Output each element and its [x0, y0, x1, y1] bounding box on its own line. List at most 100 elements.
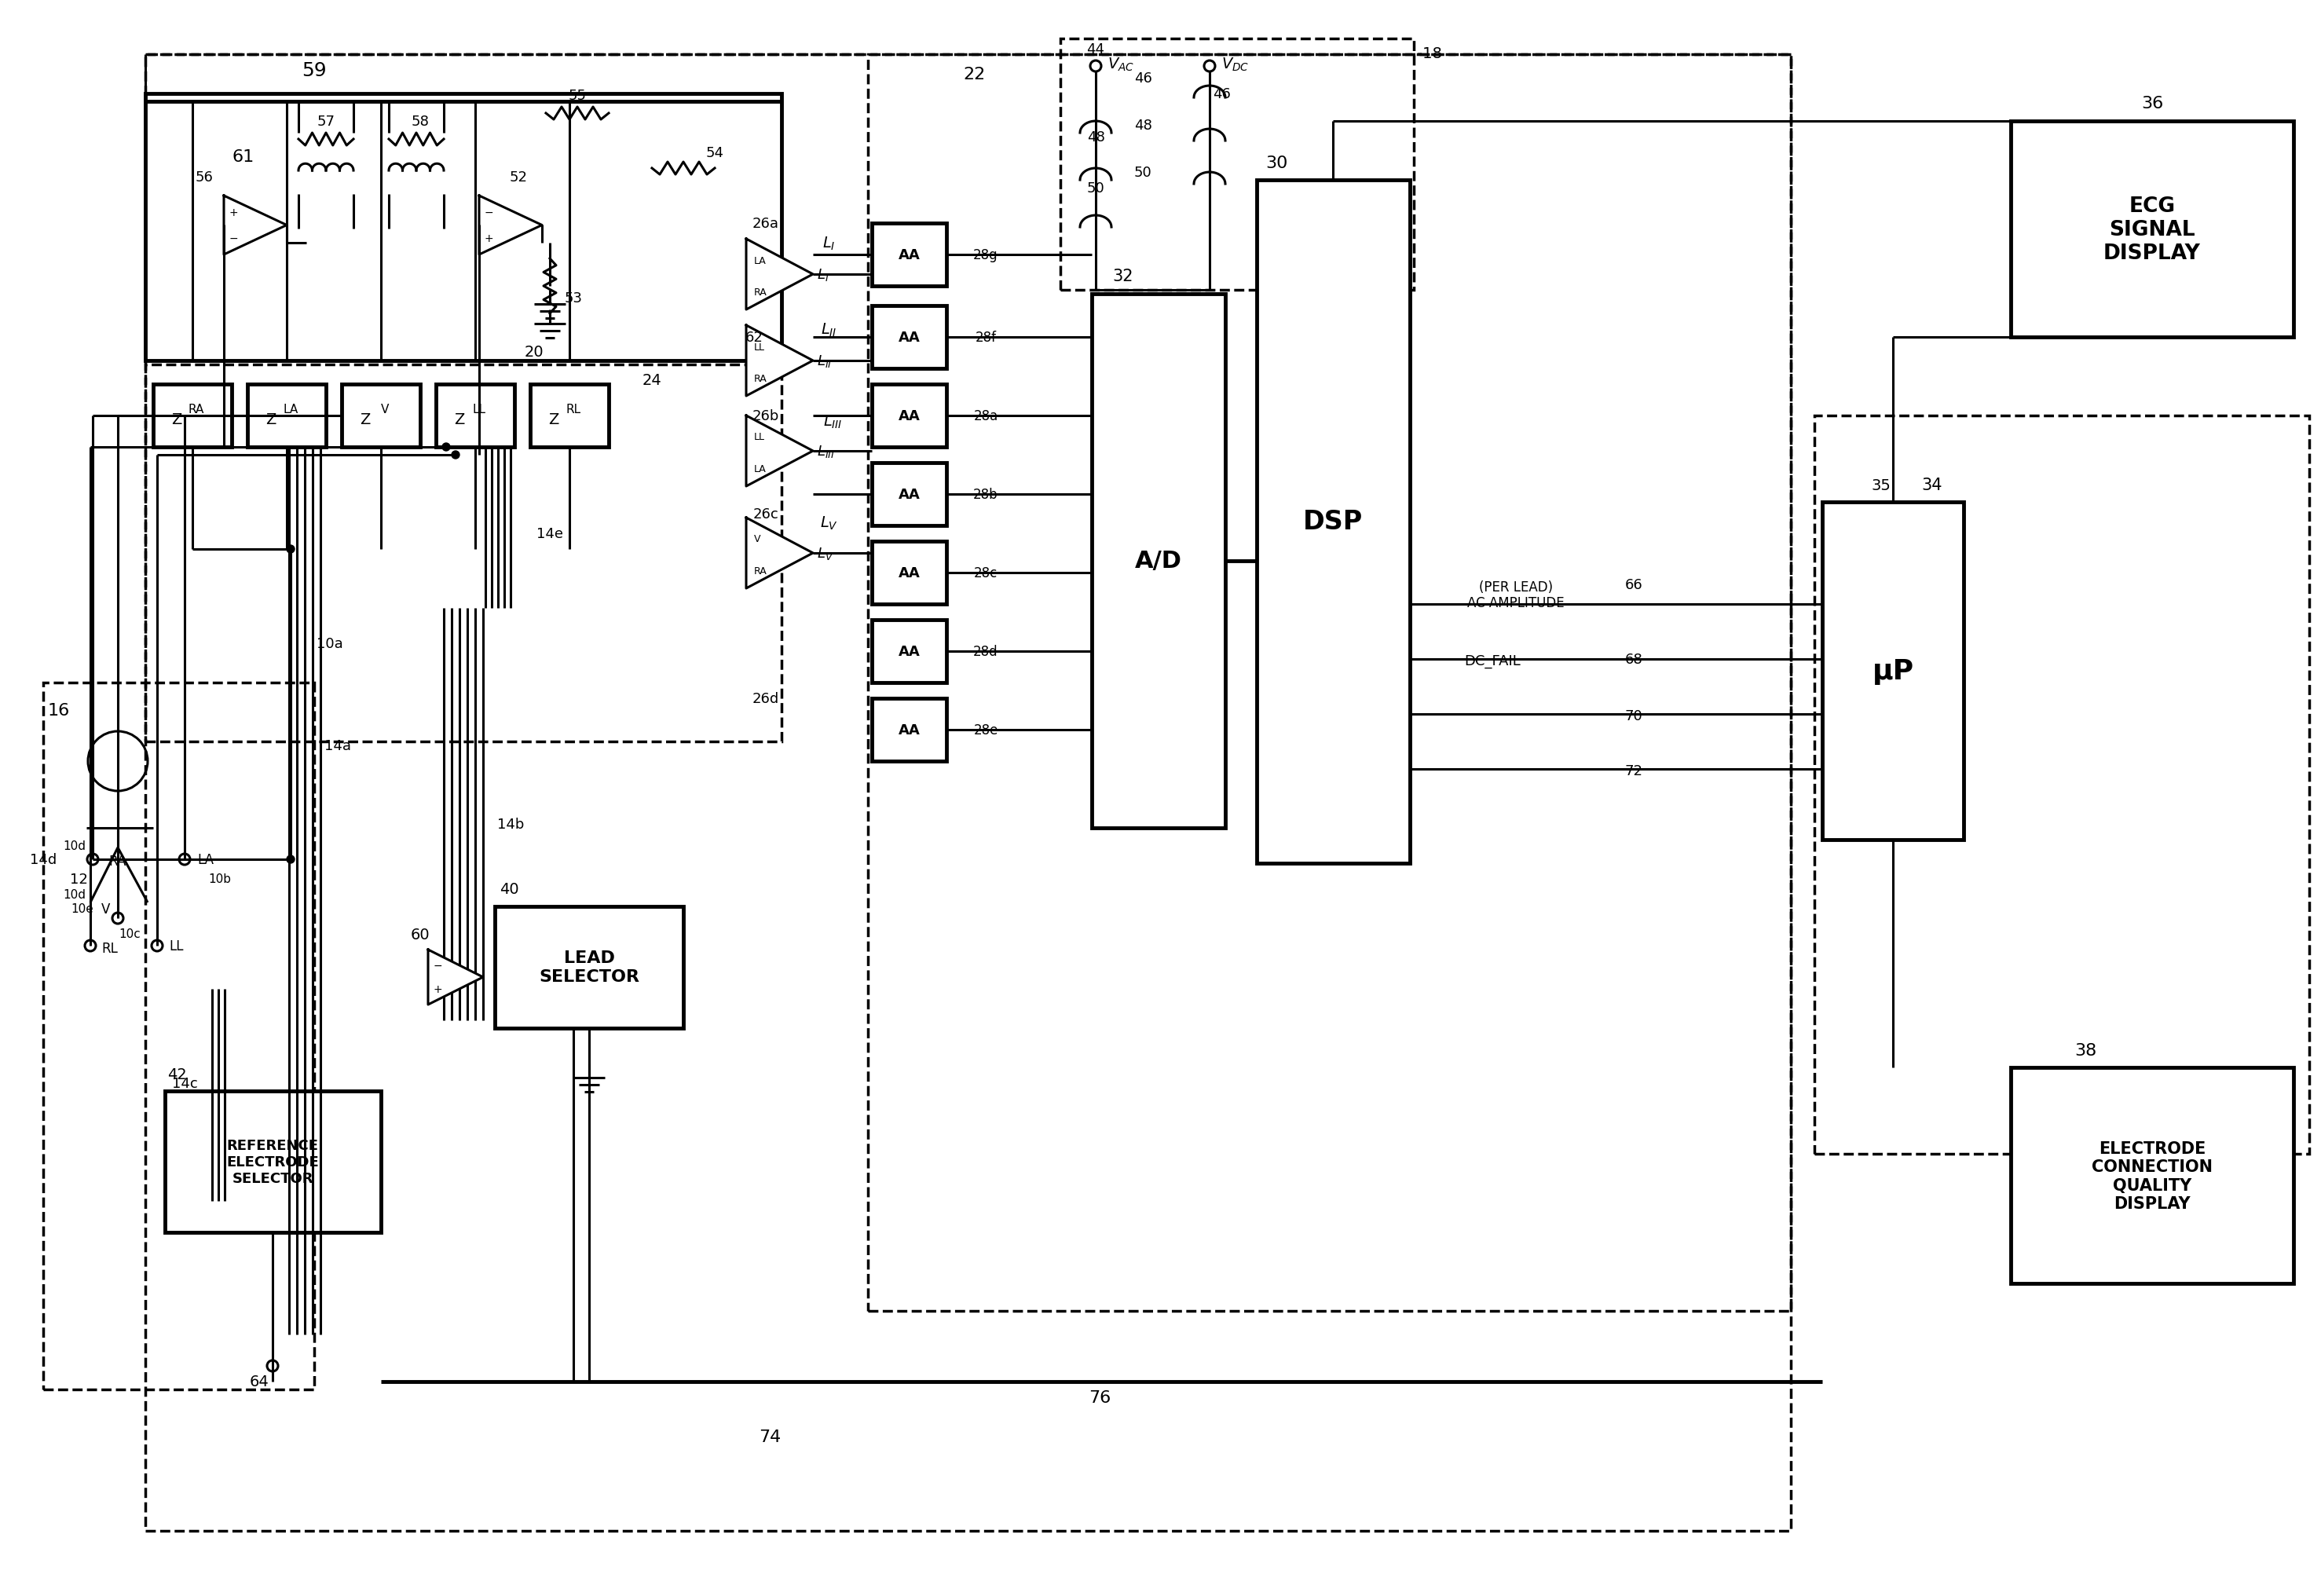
- Text: LL: LL: [754, 433, 766, 442]
- Bar: [868, 54, 1792, 1310]
- Text: 14a: 14a: [325, 739, 350, 753]
- Bar: [153, 385, 232, 447]
- Bar: [873, 621, 947, 683]
- Text: 64: 64: [248, 1374, 269, 1389]
- Bar: [1091, 294, 1225, 828]
- Circle shape: [453, 452, 460, 460]
- Polygon shape: [478, 196, 543, 255]
- Text: AA: AA: [898, 723, 919, 737]
- Text: RL: RL: [566, 404, 580, 415]
- Text: Z: Z: [548, 412, 559, 428]
- Text: 34: 34: [1922, 477, 1943, 493]
- Text: LEAD
SELECTOR: LEAD SELECTOR: [538, 950, 638, 985]
- Text: 38: 38: [2075, 1042, 2096, 1058]
- Text: 28b: 28b: [972, 487, 998, 501]
- Text: 44: 44: [1086, 43, 1105, 56]
- Text: RL: RL: [102, 942, 118, 956]
- Bar: [146, 94, 782, 361]
- Text: 57: 57: [318, 115, 334, 129]
- Text: DC_FAIL: DC_FAIL: [1465, 654, 1520, 669]
- Bar: [529, 385, 608, 447]
- Text: AA: AA: [898, 567, 919, 581]
- Text: RA: RA: [754, 287, 768, 297]
- Text: ECG
SIGNAL
DISPLAY: ECG SIGNAL DISPLAY: [2103, 196, 2200, 263]
- Bar: [1256, 180, 1409, 863]
- Text: μP: μP: [1873, 658, 1915, 685]
- Text: 61: 61: [232, 148, 255, 164]
- Text: 54: 54: [706, 145, 724, 160]
- Text: Z: Z: [172, 412, 181, 428]
- Bar: [44, 683, 313, 1390]
- Text: +: +: [230, 207, 237, 219]
- Bar: [341, 385, 420, 447]
- Text: RA: RA: [754, 373, 768, 385]
- Text: 10b: 10b: [209, 873, 232, 886]
- Text: $L_{II}$: $L_{II}$: [817, 353, 831, 369]
- Text: 35: 35: [1871, 477, 1892, 493]
- Text: 24: 24: [643, 373, 661, 388]
- Text: 55: 55: [569, 89, 587, 102]
- Text: 10e: 10e: [72, 903, 93, 915]
- Polygon shape: [223, 196, 288, 255]
- Text: 50: 50: [1135, 166, 1151, 180]
- Text: 58: 58: [411, 115, 429, 129]
- Text: 10a: 10a: [316, 637, 344, 651]
- Polygon shape: [745, 239, 812, 310]
- Text: $V_{AC}$: $V_{AC}$: [1107, 56, 1135, 73]
- Text: $L_V$: $L_V$: [817, 546, 833, 562]
- Text: 53: 53: [564, 290, 583, 305]
- Text: 28f: 28f: [975, 330, 996, 345]
- Text: 14c: 14c: [172, 1076, 197, 1090]
- Text: 52: 52: [508, 171, 527, 185]
- Text: LL: LL: [473, 404, 485, 415]
- Text: AA: AA: [898, 487, 919, 501]
- Text: 56: 56: [195, 171, 214, 185]
- Polygon shape: [745, 519, 812, 589]
- Text: LA: LA: [197, 852, 214, 867]
- Bar: [165, 1092, 381, 1232]
- Text: 10d: 10d: [63, 841, 86, 852]
- Text: $L_{III}$: $L_{III}$: [817, 444, 836, 460]
- Polygon shape: [427, 950, 483, 1005]
- Text: AA: AA: [898, 247, 919, 262]
- Text: 74: 74: [759, 1428, 780, 1444]
- Bar: [1822, 503, 1964, 839]
- Text: −: −: [485, 207, 492, 219]
- Text: DSP: DSP: [1302, 509, 1362, 535]
- Text: AA: AA: [898, 409, 919, 423]
- Text: 30: 30: [1265, 155, 1288, 171]
- Text: RA: RA: [188, 404, 204, 415]
- Text: RA: RA: [754, 567, 768, 576]
- Text: $L_{III}$: $L_{III}$: [824, 413, 843, 429]
- Text: 26c: 26c: [752, 508, 778, 522]
- Bar: [1815, 417, 2309, 1154]
- Bar: [873, 541, 947, 605]
- Circle shape: [288, 546, 295, 554]
- Text: AA: AA: [898, 330, 919, 345]
- Bar: [494, 907, 682, 1028]
- Text: 22: 22: [963, 67, 984, 83]
- Text: (PER LEAD): (PER LEAD): [1478, 581, 1553, 594]
- Text: AC AMPLITUDE: AC AMPLITUDE: [1467, 595, 1564, 610]
- Text: 28d: 28d: [972, 645, 998, 659]
- Text: 62: 62: [745, 330, 764, 345]
- Text: 68: 68: [1625, 653, 1643, 667]
- Text: 28a: 28a: [972, 409, 998, 423]
- Text: 46: 46: [1135, 72, 1151, 86]
- Text: 26a: 26a: [752, 217, 780, 231]
- Text: 59: 59: [302, 61, 327, 80]
- Text: 14b: 14b: [497, 817, 525, 832]
- Text: 36: 36: [2140, 96, 2163, 112]
- Bar: [146, 365, 782, 742]
- Text: 72: 72: [1625, 764, 1643, 777]
- Bar: [248, 385, 325, 447]
- Text: 12: 12: [70, 871, 88, 886]
- Bar: [1061, 40, 1413, 290]
- Polygon shape: [745, 326, 812, 396]
- Text: 10d: 10d: [63, 889, 86, 900]
- Bar: [2010, 1068, 2293, 1283]
- Text: 40: 40: [499, 883, 518, 897]
- Text: $L_I$: $L_I$: [822, 235, 836, 252]
- Text: LA: LA: [754, 255, 766, 267]
- Text: V: V: [102, 902, 111, 916]
